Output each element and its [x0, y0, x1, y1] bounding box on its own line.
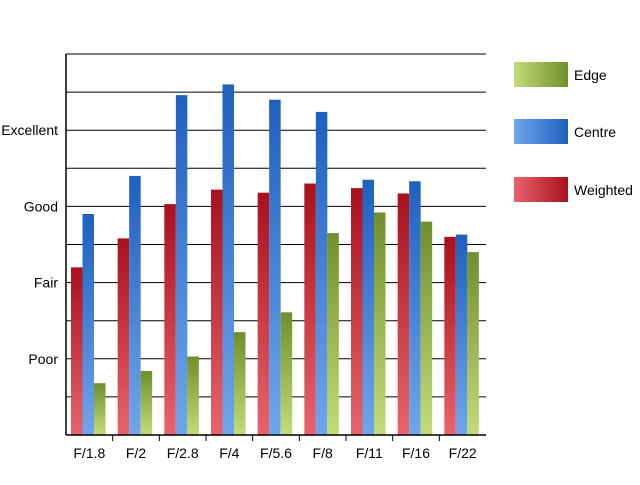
bar-weighted-F18 — [71, 267, 83, 435]
bar-edge-F28 — [187, 356, 199, 435]
x-tick-label: F/2 — [126, 445, 146, 461]
bar-weighted-F28 — [164, 204, 176, 435]
bar-edge-F8 — [327, 233, 339, 435]
x-tick-label: F/4 — [219, 445, 239, 461]
bar-weighted-F4 — [211, 189, 223, 435]
legend-label-edge: Edge — [574, 67, 607, 83]
x-tick-label: F/2.8 — [167, 445, 199, 461]
legend-swatch-centre — [514, 119, 568, 144]
y-tick-label: Good — [24, 198, 58, 214]
legend-swatch-edge — [514, 62, 568, 87]
bar-edge-F11 — [374, 212, 386, 435]
bar-weighted-F22 — [444, 236, 456, 435]
bar-edge-F22 — [467, 252, 479, 435]
y-tick-label: Excellent — [1, 122, 58, 138]
bar-edge-F2 — [140, 370, 153, 435]
x-tick-label: F/1.8 — [73, 445, 105, 461]
y-tick-label: Fair — [34, 275, 58, 291]
bar-centre-F18 — [82, 214, 94, 435]
bar-weighted-F16 — [397, 193, 410, 435]
bar-edge-F18 — [94, 383, 106, 435]
x-tick-label: F/11 — [356, 445, 383, 461]
bar-centre-F16 — [409, 181, 421, 435]
y-tick-labels: Poor Fair Good Excellent — [1, 122, 58, 367]
bar-centre-F2 — [129, 175, 141, 436]
x-tick-label: F/8 — [313, 445, 333, 461]
bar-centre-F4 — [222, 84, 234, 435]
legend: Edge Centre Weighted — [514, 62, 633, 202]
bar-weighted-F56 — [257, 192, 270, 435]
axes — [65, 54, 486, 441]
bar-weighted-F11 — [351, 188, 363, 435]
legend-label-weighted: Weighted — [574, 182, 633, 198]
bar-centre-F56 — [269, 99, 281, 435]
x-tick-label: F/22 — [449, 445, 477, 461]
bar-centre-F28 — [175, 95, 188, 435]
x-tick-labels: F/1.8 F/2 F/2.8 F/4 F/5.6 F/8 F/11 F/16 F/22 — [73, 445, 477, 461]
bar-weighted-F8 — [304, 183, 316, 435]
bar-centre-F11 — [362, 179, 374, 435]
x-tick-label: F/16 — [402, 445, 430, 461]
legend-swatch-weighted — [514, 177, 568, 202]
legend-label-centre: Centre — [574, 124, 616, 140]
bars — [71, 84, 479, 436]
bar-edge-F56 — [280, 312, 293, 435]
bar-weighted-F2 — [117, 238, 130, 435]
y-tick-label: Poor — [28, 351, 58, 367]
bar-centre-F8 — [315, 111, 328, 436]
x-tick-label: F/5.6 — [260, 445, 292, 461]
bar-centre-F22 — [455, 234, 468, 435]
bar-edge-F4 — [234, 332, 246, 435]
bar-edge-F16 — [420, 221, 433, 435]
